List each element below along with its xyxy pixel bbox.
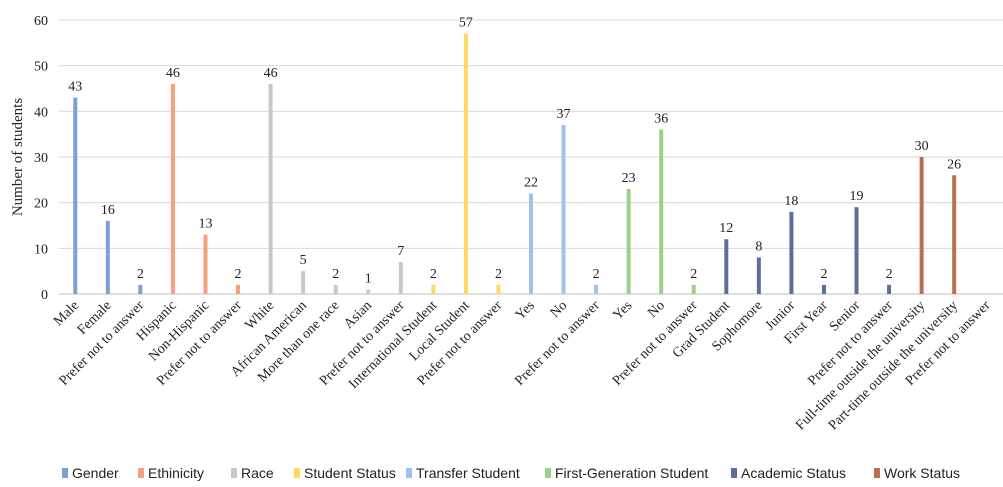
x-tick-label: No bbox=[548, 298, 571, 321]
legend-label: Ethinicity bbox=[148, 465, 204, 481]
y-tick-label: 20 bbox=[34, 197, 48, 212]
bar bbox=[821, 284, 826, 294]
legend-swatch bbox=[138, 468, 144, 478]
bar bbox=[919, 157, 924, 294]
y-tick-label: 0 bbox=[41, 288, 48, 303]
y-tick-label: 10 bbox=[34, 242, 48, 257]
y-tick-label: 60 bbox=[34, 14, 48, 29]
data-label: 18 bbox=[784, 194, 798, 209]
data-label: 12 bbox=[719, 221, 733, 236]
legend-swatch bbox=[406, 468, 412, 478]
bar bbox=[594, 284, 599, 294]
data-label: 22 bbox=[524, 176, 538, 191]
data-label: 46 bbox=[166, 66, 180, 81]
legend-swatch bbox=[874, 468, 880, 478]
bar bbox=[301, 271, 306, 294]
bar bbox=[854, 207, 859, 294]
data-label: 2 bbox=[690, 267, 697, 282]
bar bbox=[203, 234, 208, 294]
bar bbox=[529, 193, 533, 294]
data-label: 2 bbox=[235, 267, 242, 282]
y-tick-label: 30 bbox=[34, 151, 48, 166]
data-label: 2 bbox=[593, 267, 600, 282]
bar bbox=[789, 211, 794, 294]
legend-swatch bbox=[231, 468, 237, 478]
y-axis-label: Number of students bbox=[10, 98, 26, 216]
data-label: 57 bbox=[459, 16, 473, 31]
x-tick-label: No bbox=[645, 298, 668, 321]
data-label: 19 bbox=[850, 189, 864, 204]
bar bbox=[431, 284, 436, 294]
y-tick-label: 40 bbox=[34, 105, 48, 120]
data-label: 23 bbox=[622, 171, 636, 186]
data-label: 36 bbox=[654, 112, 668, 127]
legend-label: Work Status bbox=[884, 465, 960, 481]
y-tick-label: 50 bbox=[34, 60, 48, 75]
bar bbox=[659, 129, 664, 294]
data-label: 2 bbox=[820, 267, 827, 282]
bar bbox=[952, 175, 957, 294]
bar bbox=[626, 188, 631, 294]
bar bbox=[105, 220, 110, 294]
legend-swatch bbox=[731, 468, 737, 478]
data-label: 1 bbox=[365, 271, 372, 286]
data-label: 2 bbox=[495, 267, 502, 282]
bars bbox=[73, 33, 957, 295]
data-label: 2 bbox=[137, 267, 144, 282]
bar bbox=[170, 83, 175, 294]
data-label: 26 bbox=[947, 157, 961, 172]
legend-label: Student Status bbox=[304, 465, 396, 481]
bar bbox=[887, 284, 892, 294]
bar bbox=[138, 284, 143, 294]
bar bbox=[691, 284, 696, 294]
legend-label: Race bbox=[241, 465, 274, 481]
x-tick-label: Yes bbox=[513, 298, 538, 323]
data-label: 2 bbox=[886, 267, 893, 282]
bar bbox=[724, 239, 729, 294]
legend-label: First-Generation Student bbox=[555, 465, 708, 481]
bar bbox=[333, 284, 338, 294]
data-label: 46 bbox=[264, 66, 278, 81]
data-label: 5 bbox=[300, 253, 307, 268]
bar bbox=[268, 83, 273, 294]
bar bbox=[236, 284, 241, 294]
legend-swatch bbox=[62, 468, 68, 478]
data-label: 43 bbox=[68, 80, 82, 95]
legend: Gender Ethinicity Race Student Status Transf… bbox=[62, 465, 960, 481]
x-tick-label: Yes bbox=[610, 298, 635, 323]
bar bbox=[756, 257, 761, 294]
bar bbox=[561, 125, 566, 295]
bar bbox=[463, 33, 468, 294]
legend-label: Gender bbox=[72, 465, 119, 481]
bar bbox=[496, 284, 501, 294]
data-label: 2 bbox=[332, 267, 339, 282]
data-label: 2 bbox=[430, 267, 437, 282]
data-label: 30 bbox=[915, 139, 929, 154]
legend-label: Academic Status bbox=[741, 465, 846, 481]
data-label: 16 bbox=[101, 203, 115, 218]
legend-label: Transfer Student bbox=[416, 465, 520, 481]
data-label: 7 bbox=[397, 244, 404, 259]
bar bbox=[398, 262, 403, 294]
bar bbox=[366, 289, 371, 294]
y-axis-ticks: 0 10 20 30 40 50 60 bbox=[34, 14, 48, 303]
bar bbox=[73, 97, 78, 294]
data-label: 37 bbox=[557, 107, 571, 122]
legend-swatch bbox=[294, 468, 300, 478]
data-label: 13 bbox=[198, 217, 212, 232]
legend-swatch bbox=[545, 468, 551, 478]
data-label: 8 bbox=[755, 239, 762, 254]
